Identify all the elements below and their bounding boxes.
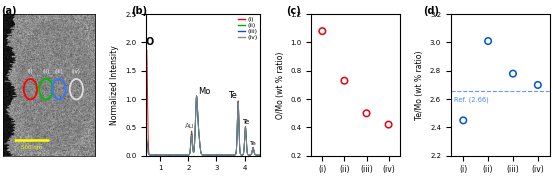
Text: (c): (c) (286, 6, 301, 16)
Point (362, 112, 371, 115)
Point (534, 84, 542, 86)
Text: Te: Te (250, 141, 257, 145)
Legend: (i), (ii), (iii), (iv): (i), (ii), (iii), (iv) (237, 16, 258, 41)
Text: (a): (a) (1, 6, 17, 16)
Text: (iv): (iv) (72, 69, 81, 74)
Text: Mo: Mo (198, 87, 210, 96)
Text: (ii): (ii) (43, 69, 50, 74)
Text: (b): (b) (131, 6, 147, 16)
Point (459, 119, 468, 122)
Text: Te: Te (228, 91, 237, 100)
Text: Te: Te (242, 119, 249, 125)
Y-axis label: O/Mo (wt % ratio): O/Mo (wt % ratio) (276, 51, 285, 119)
Text: Au: Au (185, 123, 194, 129)
Point (318, 30, 327, 33)
Text: 500 nm: 500 nm (20, 145, 42, 150)
Text: Ref. (2.66): Ref. (2.66) (454, 96, 489, 103)
Point (340, 79, 349, 82)
Text: (iii): (iii) (55, 69, 63, 74)
Text: (i): (i) (28, 69, 33, 74)
Text: (d): (d) (423, 6, 439, 16)
Y-axis label: Normalized Intensity: Normalized Intensity (111, 45, 119, 125)
Y-axis label: Te/Mo (wt % ratio): Te/Mo (wt % ratio) (415, 50, 424, 120)
Point (509, 72, 518, 75)
Text: O: O (145, 37, 154, 47)
Point (384, 123, 393, 126)
Point (484, 40, 493, 42)
